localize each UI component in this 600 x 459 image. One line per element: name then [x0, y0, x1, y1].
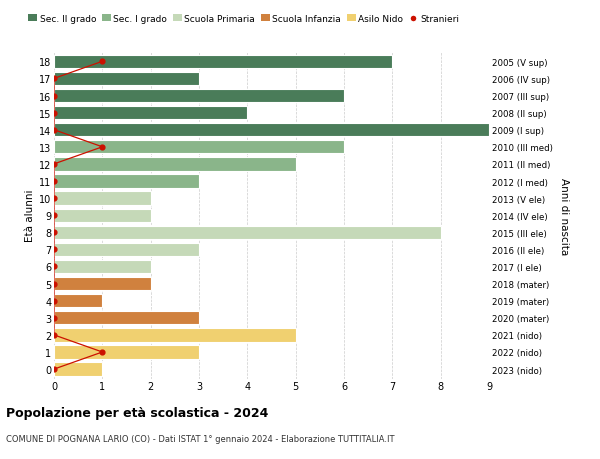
Bar [54, 56, 392, 69]
Point [49, 195, 59, 202]
Point [49, 314, 59, 322]
Point [49, 297, 59, 305]
Bar [54, 158, 296, 171]
Point [49, 178, 59, 185]
Y-axis label: Anni di nascita: Anni di nascita [559, 177, 569, 254]
Bar [54, 243, 199, 257]
Point [98, 58, 107, 66]
Point [49, 331, 59, 339]
Point [49, 366, 59, 373]
Bar [54, 346, 199, 359]
Point [49, 127, 59, 134]
Bar [54, 294, 103, 308]
Bar [54, 363, 103, 376]
Point [49, 263, 59, 271]
Point [49, 110, 59, 117]
Legend: Sec. II grado, Sec. I grado, Scuola Primaria, Scuola Infanzia, Asilo Nido, Stran: Sec. II grado, Sec. I grado, Scuola Prim… [28, 15, 460, 24]
Bar [54, 260, 151, 274]
Point [98, 348, 107, 356]
Bar [54, 192, 151, 205]
Point [98, 144, 107, 151]
Bar [54, 73, 199, 86]
Bar [54, 141, 344, 154]
Point [49, 280, 59, 288]
Bar [54, 106, 247, 120]
Point [49, 229, 59, 236]
Bar [54, 277, 151, 291]
Bar [54, 124, 489, 137]
Text: Popolazione per età scolastica - 2024: Popolazione per età scolastica - 2024 [6, 406, 268, 419]
Bar [54, 226, 440, 240]
Point [49, 76, 59, 83]
Point [49, 93, 59, 100]
Bar [54, 312, 199, 325]
Text: COMUNE DI POGNANA LARIO (CO) - Dati ISTAT 1° gennaio 2024 - Elaborazione TUTTITA: COMUNE DI POGNANA LARIO (CO) - Dati ISTA… [6, 434, 395, 443]
Bar [54, 329, 296, 342]
Point [49, 161, 59, 168]
Y-axis label: Età alunni: Età alunni [25, 190, 35, 242]
Point [49, 212, 59, 219]
Bar [54, 90, 344, 103]
Bar [54, 209, 151, 222]
Point [49, 246, 59, 253]
Bar [54, 175, 199, 188]
